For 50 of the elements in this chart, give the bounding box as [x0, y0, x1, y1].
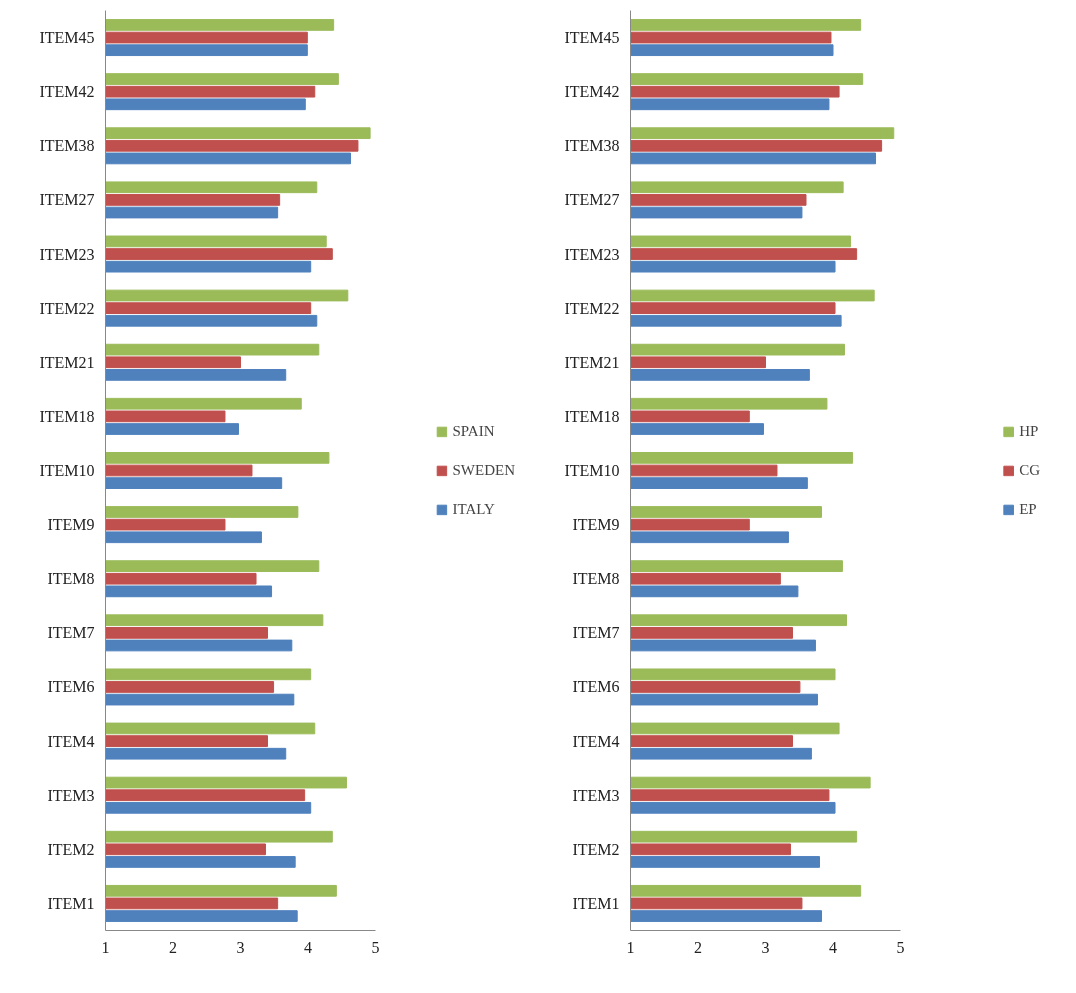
- x-tick-label: 1: [626, 938, 635, 956]
- y-tick-label: ITEM4: [572, 732, 620, 750]
- y-tick-label: ITEM8: [47, 570, 95, 588]
- y-tick-label: ITEM6: [572, 678, 620, 696]
- y-tick-label: ITEM23: [564, 245, 620, 263]
- y-tick-label: ITEM10: [39, 462, 95, 479]
- y-tick-label: ITEM10: [564, 462, 620, 479]
- y-tick-label: ITEM1: [572, 894, 620, 912]
- y-tick-label: ITEM8: [572, 570, 620, 588]
- y-tick-label: ITEM3: [47, 786, 95, 804]
- y-tick-label: ITEM1: [47, 894, 95, 912]
- y-tick-label: ITEM42: [39, 83, 95, 101]
- y-tick-label: ITEM27: [564, 191, 620, 209]
- legend-label: SPAIN: [452, 422, 495, 440]
- y-tick-label: ITEM3: [572, 786, 620, 804]
- x-tick-label: 4: [304, 938, 312, 956]
- x-tick-label: 5: [371, 938, 380, 956]
- y-tick-label: ITEM7: [47, 624, 95, 642]
- x-tick-label: 5: [896, 938, 905, 956]
- y-tick-label: ITEM7: [572, 624, 620, 642]
- y-tick-label: ITEM23: [39, 245, 95, 263]
- y-tick-label: ITEM6: [47, 678, 95, 696]
- y-tick-label: ITEM27: [39, 191, 95, 209]
- y-tick-label: ITEM22: [39, 299, 95, 317]
- y-tick-label: ITEM18: [39, 407, 95, 425]
- y-tick-label: ITEM2: [572, 840, 620, 858]
- legend-label: SWEDEN: [452, 461, 515, 479]
- x-tick-label: 2: [694, 938, 702, 956]
- x-tick-label: 3: [236, 938, 245, 956]
- y-tick-label: ITEM18: [564, 407, 620, 425]
- y-tick-label: ITEM22: [564, 299, 620, 317]
- legend-label: HP: [1019, 422, 1040, 440]
- y-tick-label: ITEM4: [47, 732, 95, 750]
- y-tick-label: ITEM9: [572, 516, 620, 534]
- x-tick-label: 4: [829, 938, 837, 956]
- y-tick-label: ITEM45: [564, 29, 620, 47]
- y-tick-label: ITEM21: [564, 353, 620, 371]
- legend-label: CG: [1019, 461, 1040, 479]
- x-tick-label: 2: [169, 938, 177, 956]
- legend-label: EP: [1019, 500, 1038, 518]
- y-tick-label: ITEM21: [39, 353, 95, 371]
- y-tick-label: ITEM38: [564, 137, 620, 155]
- y-tick-label: ITEM2: [47, 840, 95, 858]
- y-tick-label: ITEM45: [39, 29, 95, 47]
- x-tick-label: 3: [761, 938, 770, 956]
- y-tick-label: ITEM38: [39, 137, 95, 155]
- y-tick-label: ITEM9: [47, 516, 95, 534]
- x-tick-label: 1: [101, 938, 110, 956]
- legend-label: ITALY: [452, 500, 495, 518]
- y-tick-label: ITEM42: [564, 83, 620, 101]
